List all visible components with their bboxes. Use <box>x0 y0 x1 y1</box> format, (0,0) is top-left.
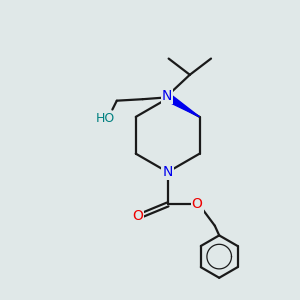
Text: N: N <box>163 165 173 179</box>
Polygon shape <box>167 94 200 117</box>
Text: HO: HO <box>95 112 115 125</box>
Text: O: O <box>192 197 203 212</box>
Text: O: O <box>132 209 143 223</box>
Text: N: N <box>162 89 172 103</box>
